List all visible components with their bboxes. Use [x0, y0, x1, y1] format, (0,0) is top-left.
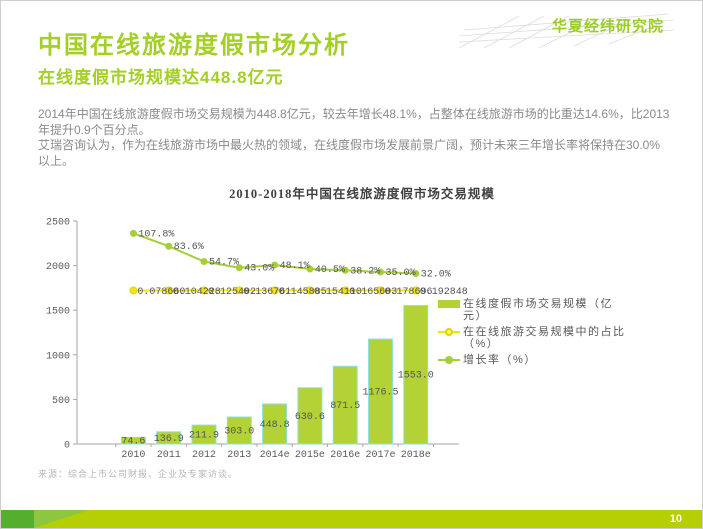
brand-mesh-graphic — [459, 13, 674, 48]
svg-text:2018e: 2018e — [401, 450, 431, 461]
svg-text:48.1%: 48.1% — [280, 261, 310, 272]
legend-label-bar: 在线度假市场交易规模（亿元） — [463, 298, 613, 322]
svg-text:0.104228: 0.104228 — [173, 287, 221, 298]
svg-text:0.165603: 0.165603 — [349, 287, 397, 298]
legend-label-growth: 增长率（%） — [463, 354, 537, 366]
svg-text:2014e: 2014e — [260, 450, 290, 461]
svg-text:0.178696: 0.178696 — [385, 287, 433, 298]
svg-text:500: 500 — [52, 396, 70, 407]
svg-text:1176.5: 1176.5 — [362, 388, 398, 399]
svg-text:2017e: 2017e — [365, 450, 395, 461]
svg-text:0.145885: 0.145885 — [279, 287, 327, 298]
svg-text:630.6: 630.6 — [295, 412, 325, 423]
legend-label-share: 在在线旅游交易规模中的占比（%） — [463, 326, 626, 350]
svg-text:74.6: 74.6 — [121, 437, 145, 448]
footer-accent-triangle — [34, 510, 89, 528]
body-text: 2014年中国在线旅游度假市场交易规模为448.8亿元，较去年增长48.1%，占… — [38, 107, 670, 169]
svg-text:136.9: 136.9 — [154, 434, 184, 445]
svg-text:871.5: 871.5 — [330, 401, 360, 412]
footer-bar: 10 — [1, 510, 702, 528]
svg-text:107.8%: 107.8% — [138, 229, 174, 240]
chart-title: 2010-2018年中国在线旅游度假市场交易规模 — [229, 187, 495, 201]
page-number: 10 — [669, 513, 682, 525]
legend-bar-swatch-icon — [438, 300, 460, 308]
svg-text:54.7%: 54.7% — [209, 258, 239, 269]
footer-accent-dark — [1, 510, 34, 528]
source-note: 来源：综合上市公司财报、企业及专家访谈。 — [38, 469, 239, 479]
chart-legend: 在线度假市场交易规模（亿元） 在在线旅游交易规模中的占比（%） 增长率（%） — [438, 298, 628, 370]
svg-text:32.0%: 32.0% — [421, 270, 451, 281]
svg-text:1500: 1500 — [46, 307, 70, 318]
svg-text:0.136761: 0.136761 — [243, 287, 291, 298]
svg-text:303.0: 303.0 — [224, 426, 254, 437]
svg-text:2010: 2010 — [121, 450, 145, 461]
svg-text:0.154110: 0.154110 — [314, 287, 362, 298]
svg-text:2013: 2013 — [227, 450, 251, 461]
svg-text:2015e: 2015e — [295, 450, 325, 461]
svg-text:2016e: 2016e — [330, 450, 360, 461]
svg-text:83.6%: 83.6% — [174, 242, 204, 253]
svg-text:2000: 2000 — [46, 262, 70, 273]
svg-text:0.078660: 0.078660 — [137, 287, 185, 298]
svg-text:0.125402: 0.125402 — [208, 287, 256, 298]
legend-growth-line-icon — [438, 356, 460, 364]
svg-text:0: 0 — [64, 441, 70, 452]
svg-text:2500: 2500 — [46, 218, 70, 229]
svg-text:2011: 2011 — [157, 450, 181, 461]
svg-text:1000: 1000 — [46, 351, 70, 362]
legend-item-share: 在在线旅游交易规模中的占比（%） — [438, 326, 628, 350]
svg-text:35.0%: 35.0% — [386, 268, 416, 279]
legend-share-line-icon — [438, 328, 460, 336]
svg-text:40.5%: 40.5% — [315, 265, 345, 276]
svg-text:0.192848: 0.192848 — [420, 287, 468, 298]
body-paragraph-2: 艾瑞咨询认为，作为在线旅游市场中最火热的领域，在线度假市场发展前景广阔，预计未来… — [38, 138, 661, 168]
svg-text:211.9: 211.9 — [189, 431, 219, 442]
brand-logo: 华夏经纬研究院 — [551, 18, 664, 35]
svg-text:43.0%: 43.0% — [244, 264, 274, 275]
legend-item-bar: 在线度假市场交易规模（亿元） — [438, 298, 628, 322]
svg-text:1553.0: 1553.0 — [398, 371, 434, 382]
svg-text:448.8: 448.8 — [260, 420, 290, 431]
svg-text:38.2%: 38.2% — [350, 266, 380, 277]
chart-svg: 0 500 1000 1500 2000 2500 2010 2011 2012 2013 2014… — [46, 218, 468, 462]
page-subtitle: 在线度假市场规模达448.8亿元 — [38, 68, 284, 87]
body-paragraph-1: 2014年中国在线旅游度假市场交易规模为448.8亿元，较去年增长48.1%，占… — [38, 107, 670, 137]
legend-item-growth: 增长率（%） — [438, 354, 628, 366]
svg-text:2012: 2012 — [192, 450, 216, 461]
page-title: 中国在线旅游度假市场分析 — [38, 32, 350, 59]
